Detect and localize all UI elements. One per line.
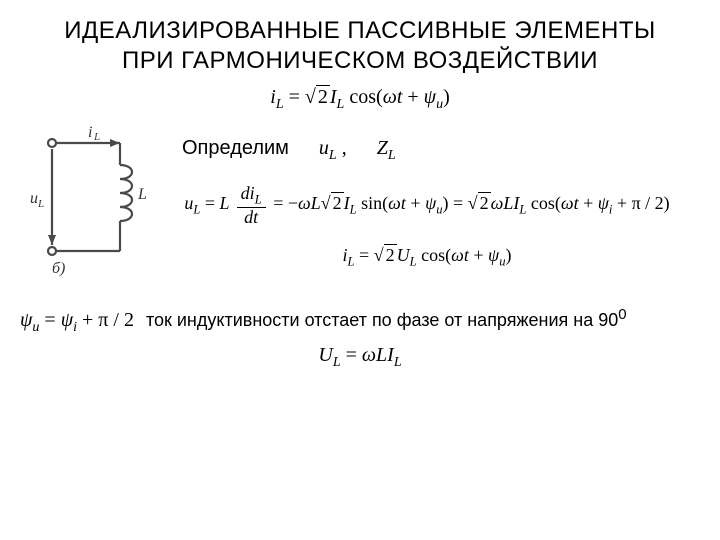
svg-text:i: i	[88, 124, 92, 141]
svg-text:u: u	[30, 190, 38, 207]
equation-uL-derivation: uL = L diLdt = −ωL2IL sin(ωt + ψu) = 2ωL…	[164, 184, 690, 227]
circuit-diagram: i L u L L б)	[24, 119, 164, 279]
equation-psi: ψu = ψi + π / 2	[20, 309, 134, 336]
equation-iL-from-U: iL = 2UL cos(ωt + ψu)	[164, 245, 690, 270]
equation-UL: UL = ωLIL	[30, 344, 690, 371]
svg-text:б): б)	[52, 260, 65, 277]
define-row: Определим uL , ZL	[182, 137, 690, 164]
page-title: ИДЕАЛИЗИРОВАННЫЕ ПАССИВНЫЕ ЭЛЕМЕНТЫ ПРИ …	[60, 16, 660, 76]
row-circuit-define: i L u L L б) Определим uL , ZL	[30, 119, 690, 279]
slide: ИДЕАЛИЗИРОВАННЫЕ ПАССИВНЫЕ ЭЛЕМЕНТЫ ПРИ …	[0, 0, 720, 540]
phase-note: ток индуктивности отстает по фазе от нап…	[146, 305, 627, 332]
define-label: Определим	[182, 137, 289, 160]
svg-text:L: L	[37, 198, 44, 210]
svg-text:L: L	[137, 186, 147, 203]
row-phase-note: ψu = ψi + π / 2 ток индуктивности отстае…	[30, 305, 690, 336]
equation-iL: iL = 2IL cos(ωt + ψu)	[30, 86, 690, 113]
svg-text:L: L	[93, 131, 100, 143]
